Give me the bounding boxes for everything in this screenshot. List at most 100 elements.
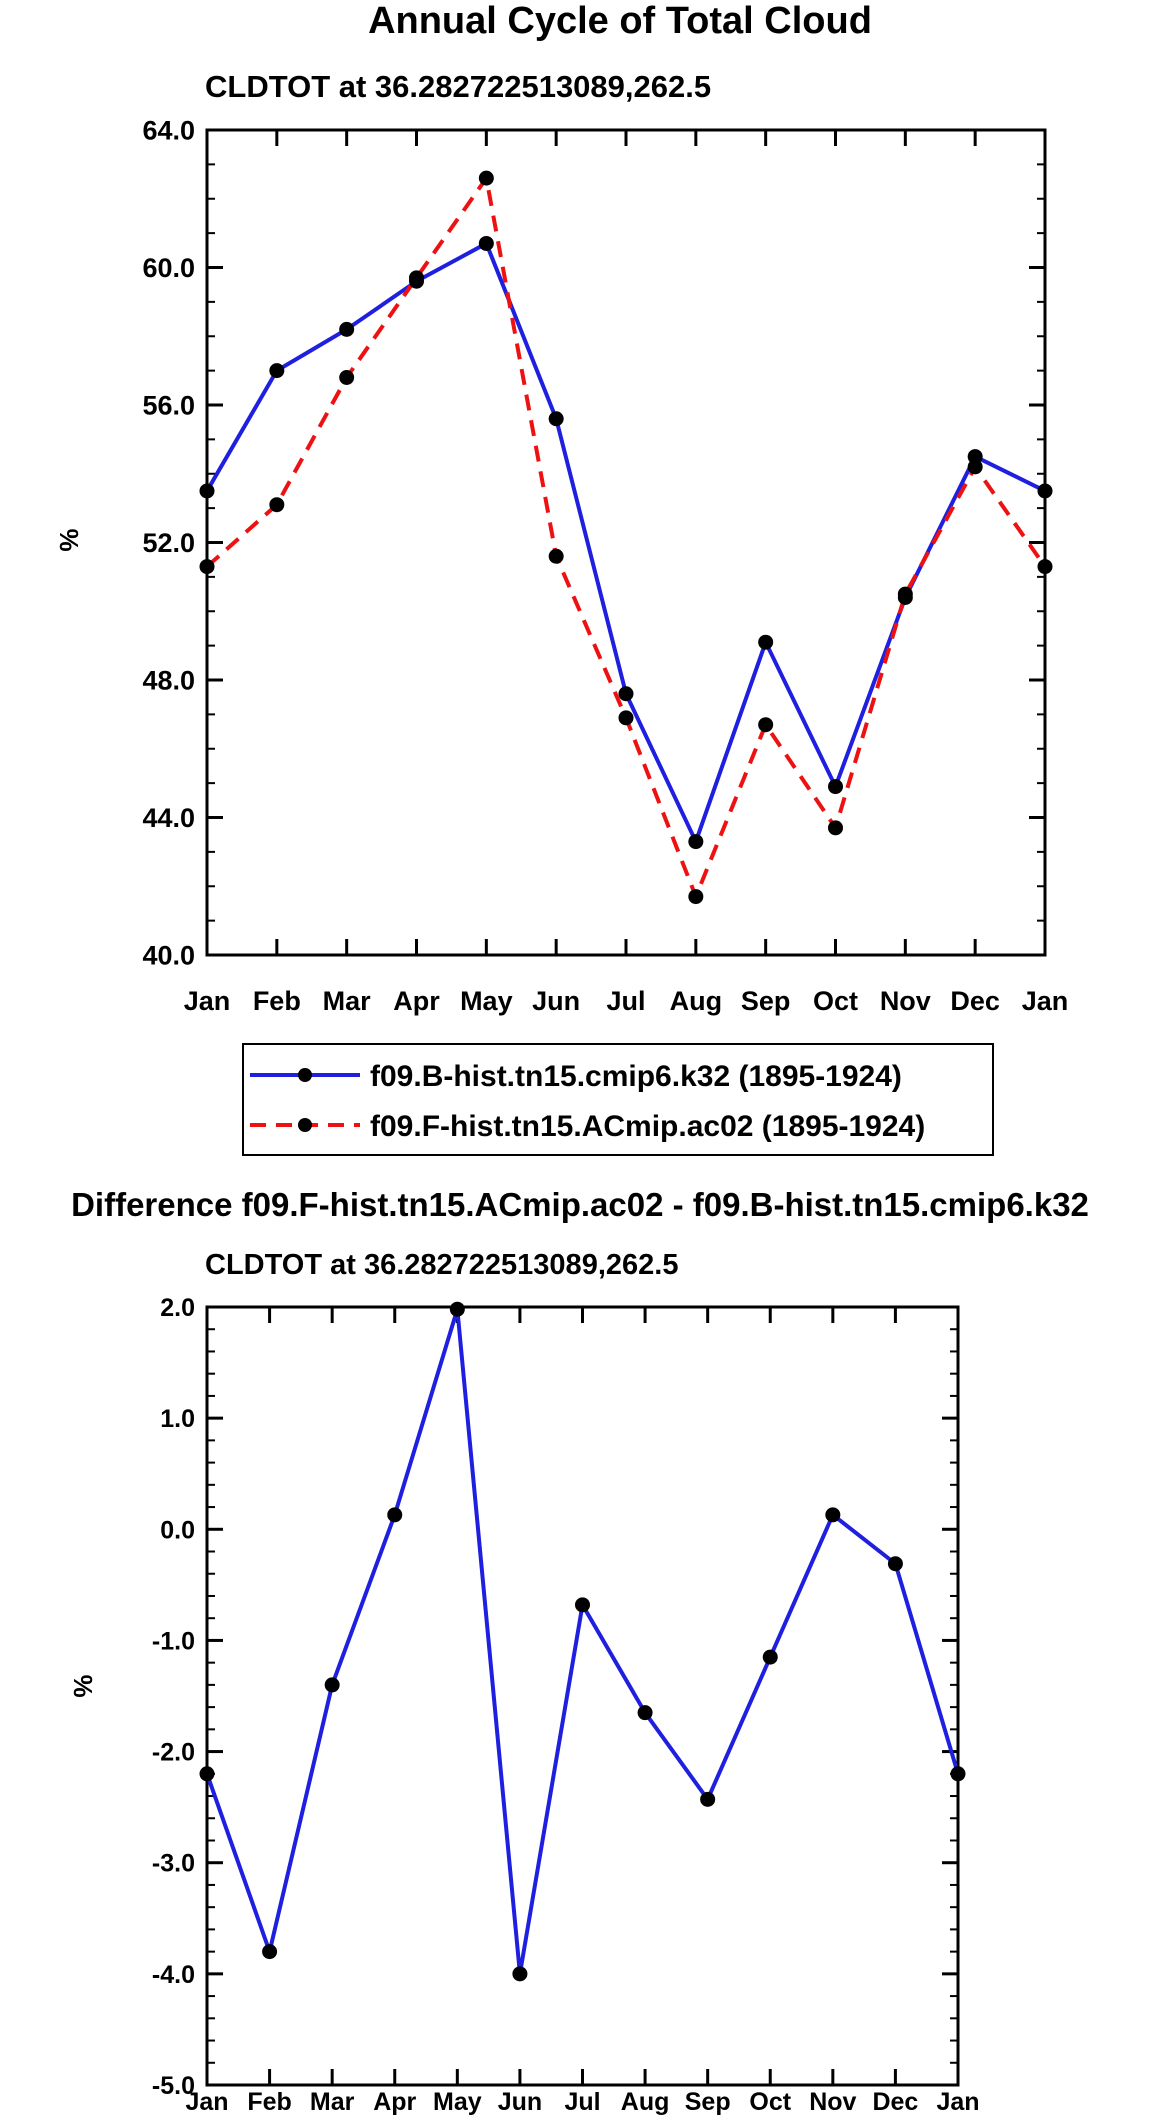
legend-marker bbox=[298, 1118, 312, 1132]
data-point bbox=[339, 370, 355, 385]
data-point bbox=[762, 1649, 778, 1665]
x-tick-label: Oct bbox=[813, 986, 858, 1016]
y-tick-label: 1.0 bbox=[160, 1405, 195, 1433]
legend: f09.B-hist.tn15.cmip6.k32 (1895-1924) f0… bbox=[242, 1043, 994, 1156]
data-point bbox=[618, 710, 634, 726]
x-tick-label: Feb bbox=[247, 2088, 291, 2116]
data-point bbox=[269, 497, 285, 513]
y-tick-label: 48.0 bbox=[142, 666, 195, 696]
data-point bbox=[1037, 483, 1053, 499]
data-point bbox=[758, 634, 774, 650]
data-point bbox=[199, 559, 215, 575]
data-point bbox=[887, 1556, 903, 1572]
x-tick-label: Jan bbox=[185, 2088, 228, 2116]
y-tick-label: -2.0 bbox=[152, 1739, 195, 1767]
x-tick-label: Jan bbox=[1022, 986, 1069, 1016]
series-line bbox=[205, 1307, 960, 1976]
data-point bbox=[967, 459, 983, 475]
y-tick-label: -3.0 bbox=[152, 1850, 195, 1878]
data-point bbox=[512, 1966, 528, 1982]
data-point bbox=[548, 548, 564, 564]
legend-entry: f09.F-hist.tn15.ACmip.ac02 (1895-1924) bbox=[250, 1110, 925, 1143]
x-tick-label: Dec bbox=[950, 986, 1000, 1016]
x-tick-label: May bbox=[433, 2088, 482, 2116]
data-point bbox=[950, 1766, 966, 1782]
y-tick-label: 40.0 bbox=[142, 941, 195, 971]
data-point bbox=[700, 1791, 716, 1807]
x-tick-label: Oct bbox=[749, 2088, 791, 2116]
legend-marker bbox=[298, 1068, 312, 1082]
y-tick-label: 60.0 bbox=[142, 253, 195, 283]
legend-box bbox=[242, 1043, 994, 1156]
x-tick-label: Jul bbox=[606, 986, 645, 1016]
y-tick-label: 44.0 bbox=[142, 803, 195, 833]
plot-frame bbox=[205, 1305, 960, 2087]
data-point bbox=[828, 820, 843, 836]
series-line bbox=[205, 241, 1046, 844]
data-point bbox=[637, 1705, 653, 1721]
chart-subtitle: CLDTOT at 36.282722513089,262.5 bbox=[205, 1249, 678, 1281]
chart-title: Annual Cycle of Total Cloud bbox=[368, 0, 872, 42]
data-point bbox=[828, 779, 843, 795]
x-tick-label: May bbox=[460, 986, 513, 1016]
plot-area: 40.0 44.0 48.0 52.0 56.0 60.0 64.0 Jan Feb Mar Apr… bbox=[142, 116, 1068, 1016]
x-tick-label: Aug bbox=[621, 2088, 670, 2116]
x-tick-label: Jan bbox=[936, 2088, 979, 2116]
y-tick-label: 64.0 bbox=[142, 116, 195, 146]
legend-label: f09.B-hist.tn15.cmip6.k32 (1895-1924) bbox=[370, 1060, 902, 1093]
data-point bbox=[387, 1507, 403, 1523]
data-point bbox=[339, 321, 355, 337]
y-tick-label: 52.0 bbox=[142, 528, 195, 558]
data-point bbox=[688, 834, 704, 850]
x-tick-label: Jul bbox=[564, 2088, 600, 2116]
data-point bbox=[199, 1766, 215, 1782]
data-point bbox=[449, 1301, 465, 1317]
x-tick-label: Jun bbox=[532, 986, 580, 1016]
x-tick-label: Apr bbox=[393, 986, 440, 1016]
data-point bbox=[548, 411, 564, 427]
x-tick-label: Jun bbox=[498, 2088, 542, 2116]
y-tick-label: -5.0 bbox=[152, 2072, 195, 2100]
x-tick-label: Sep bbox=[741, 986, 791, 1016]
x-tick-label: Nov bbox=[880, 986, 931, 1016]
data-point bbox=[478, 235, 494, 251]
data-point bbox=[897, 586, 913, 602]
x-tick-label: Feb bbox=[253, 986, 301, 1016]
data-point bbox=[967, 449, 983, 465]
legend-entry: f09.B-hist.tn15.cmip6.k32 (1895-1924) bbox=[250, 1060, 902, 1093]
y-tick-label: 0.0 bbox=[160, 1516, 195, 1544]
x-tick-label: Nov bbox=[809, 2088, 856, 2116]
x-tick-label: Jan bbox=[184, 986, 231, 1016]
y-tick-label: -4.0 bbox=[152, 1961, 195, 1989]
x-tick-label: Mar bbox=[323, 986, 372, 1016]
x-tick-label: Dec bbox=[872, 2088, 918, 2116]
data-point bbox=[409, 270, 424, 286]
data-point bbox=[324, 1677, 340, 1693]
data-point bbox=[199, 483, 215, 499]
data-point bbox=[269, 363, 285, 379]
x-tick-label: Apr bbox=[373, 2088, 416, 2116]
data-point bbox=[688, 889, 704, 905]
data-point bbox=[478, 170, 494, 186]
x-tick-label: Sep bbox=[685, 2088, 731, 2116]
y-axis-label: % bbox=[68, 1674, 98, 1697]
x-tick-label: Mar bbox=[310, 2088, 355, 2116]
series-line bbox=[205, 176, 1047, 899]
y-axis-label: % bbox=[54, 528, 84, 551]
legend-label: f09.F-hist.tn15.ACmip.ac02 (1895-1924) bbox=[370, 1110, 925, 1143]
plot-frame bbox=[205, 128, 1047, 957]
data-point bbox=[758, 717, 774, 733]
data-point bbox=[618, 686, 634, 702]
chart-title: Difference f09.F-hist.tn15.ACmip.ac02 - … bbox=[71, 1186, 1089, 1223]
data-point bbox=[575, 1597, 590, 1613]
data-point bbox=[825, 1507, 841, 1523]
plot-area: -5.0 -4.0 -3.0 -2.0 -1.0 0.0 1.0 2.0 Jan Feb Mar Ap… bbox=[152, 1294, 980, 2116]
chart-subtitle: CLDTOT at 36.282722513089,262.5 bbox=[205, 69, 711, 104]
y-tick-label: 2.0 bbox=[160, 1294, 195, 1322]
annual-cycle-chart: Annual Cycle of Total Cloud CLDTOT at 36… bbox=[54, 0, 1068, 1016]
x-tick-label: Aug bbox=[670, 986, 722, 1016]
difference-chart: Difference f09.F-hist.tn15.ACmip.ac02 - … bbox=[68, 1186, 1089, 2116]
data-point bbox=[1037, 559, 1053, 575]
data-point bbox=[262, 1944, 278, 1960]
